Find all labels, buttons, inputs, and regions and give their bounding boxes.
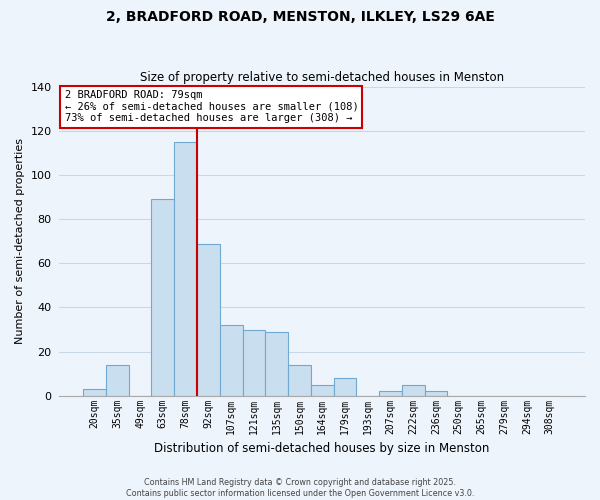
X-axis label: Distribution of semi-detached houses by size in Menston: Distribution of semi-detached houses by … <box>154 442 490 455</box>
Bar <box>106 365 129 396</box>
Bar <box>311 384 334 396</box>
Bar <box>83 389 106 396</box>
Bar <box>220 325 242 396</box>
Y-axis label: Number of semi-detached properties: Number of semi-detached properties <box>15 138 25 344</box>
Text: 2 BRADFORD ROAD: 79sqm
← 26% of semi-detached houses are smaller (108)
73% of se: 2 BRADFORD ROAD: 79sqm ← 26% of semi-det… <box>65 90 358 124</box>
Text: Contains HM Land Registry data © Crown copyright and database right 2025.
Contai: Contains HM Land Registry data © Crown c… <box>126 478 474 498</box>
Title: Size of property relative to semi-detached houses in Menston: Size of property relative to semi-detach… <box>140 72 504 85</box>
Bar <box>265 332 288 396</box>
Bar <box>197 244 220 396</box>
Bar <box>151 200 174 396</box>
Text: 2, BRADFORD ROAD, MENSTON, ILKLEY, LS29 6AE: 2, BRADFORD ROAD, MENSTON, ILKLEY, LS29 … <box>106 10 494 24</box>
Bar <box>288 365 311 396</box>
Bar <box>174 142 197 396</box>
Bar <box>402 384 425 396</box>
Bar <box>425 391 448 396</box>
Bar <box>379 391 402 396</box>
Bar <box>242 330 265 396</box>
Bar <box>334 378 356 396</box>
